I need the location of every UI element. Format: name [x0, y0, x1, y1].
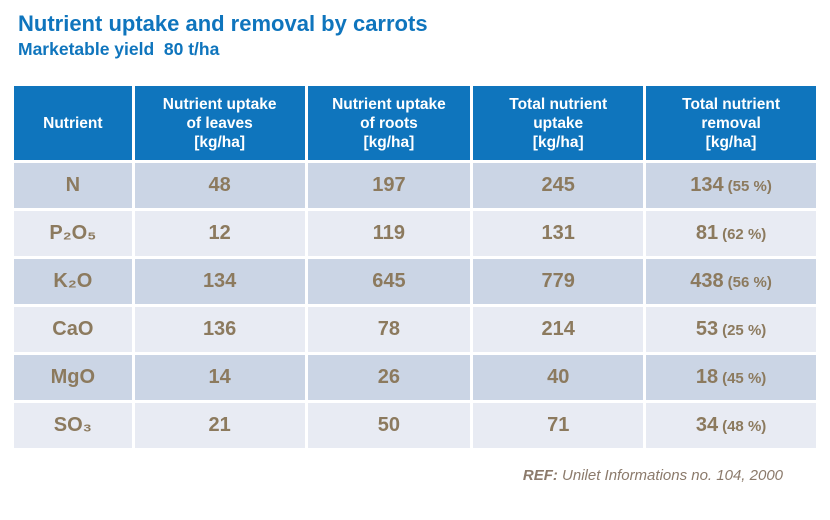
table-header-row: Nutrient Nutrient uptake of leaves [kg/h…	[14, 86, 816, 160]
total-uptake-cell: 131	[473, 211, 644, 256]
table-row: MgO 14 26 40 18 (45 %)	[14, 355, 816, 400]
page-subtitle: Marketable yield 80 t/ha	[18, 39, 220, 59]
removal-percent: (25 %)	[722, 322, 767, 339]
table-row: P₂O₅ 12 119 131 81 (62 %)	[14, 211, 816, 256]
nutrient-table: Nutrient Nutrient uptake of leaves [kg/h…	[11, 83, 819, 451]
column-header-nutrient: Nutrient	[14, 86, 132, 160]
reference-label: REF:	[522, 467, 558, 484]
reference-note: REF: Unilet Informations no. 104, 2000	[0, 467, 830, 484]
total-removal-cell: 438 (56 %)	[646, 259, 816, 304]
column-header-total-removal: Total nutrient removal [kg/ha]	[646, 86, 816, 160]
page-title: Nutrient uptake and removal by carrots	[18, 11, 428, 36]
table-row: N 48 197 245 134 (55 %)	[14, 163, 816, 208]
nutrient-cell: P₂O₅	[14, 211, 132, 256]
total-uptake-cell: 40	[473, 355, 644, 400]
removal-percent: (48 %)	[722, 418, 767, 435]
removal-percent: (55 %)	[727, 178, 772, 195]
uptake-roots-cell: 78	[307, 307, 471, 352]
removal-value: 438	[690, 270, 724, 292]
total-uptake-cell: 214	[473, 307, 644, 352]
column-header-uptake-leaves: Nutrient uptake of leaves [kg/ha]	[134, 86, 305, 160]
nutrient-cell: CaO	[14, 307, 132, 352]
total-uptake-cell: 245	[473, 163, 644, 208]
table-row: CaO 136 78 214 53 (25 %)	[14, 307, 816, 352]
uptake-leaves-cell: 21	[134, 403, 305, 448]
nutrient-cell: MgO	[14, 355, 132, 400]
uptake-leaves-cell: 134	[134, 259, 305, 304]
total-removal-cell: 34 (48 %)	[646, 403, 816, 448]
removal-percent: (56 %)	[727, 274, 772, 291]
uptake-leaves-cell: 14	[134, 355, 305, 400]
total-removal-cell: 53 (25 %)	[646, 307, 816, 352]
uptake-roots-cell: 645	[307, 259, 471, 304]
total-removal-cell: 81 (62 %)	[646, 211, 816, 256]
total-uptake-cell: 71	[473, 403, 644, 448]
uptake-leaves-cell: 136	[134, 307, 305, 352]
uptake-roots-cell: 197	[307, 163, 471, 208]
uptake-roots-cell: 119	[307, 211, 471, 256]
removal-percent: (45 %)	[722, 370, 767, 387]
column-header-uptake-roots: Nutrient uptake of roots [kg/ha]	[307, 86, 471, 160]
uptake-leaves-cell: 48	[134, 163, 305, 208]
removal-value: 34	[695, 414, 719, 436]
table-row: K₂O 134 645 779 438 (56 %)	[14, 259, 816, 304]
uptake-roots-cell: 26	[307, 355, 471, 400]
nutrient-cell: K₂O	[14, 259, 132, 304]
total-removal-cell: 18 (45 %)	[646, 355, 816, 400]
removal-percent: (62 %)	[722, 226, 767, 243]
removal-value: 134	[690, 174, 724, 196]
table-row: SO₃ 21 50 71 34 (48 %)	[14, 403, 816, 448]
removal-value: 18	[695, 366, 719, 388]
nutrient-cell: SO₃	[14, 403, 132, 448]
total-uptake-cell: 779	[473, 259, 644, 304]
total-removal-cell: 134 (55 %)	[646, 163, 816, 208]
removal-value: 81	[695, 222, 719, 244]
reference-text: Unilet Informations no. 104, 2000	[557, 467, 783, 484]
uptake-roots-cell: 50	[307, 403, 471, 448]
nutrient-cell: N	[14, 163, 132, 208]
uptake-leaves-cell: 12	[134, 211, 305, 256]
column-header-total-uptake: Total nutrient uptake [kg/ha]	[473, 86, 644, 160]
removal-value: 53	[695, 318, 719, 340]
